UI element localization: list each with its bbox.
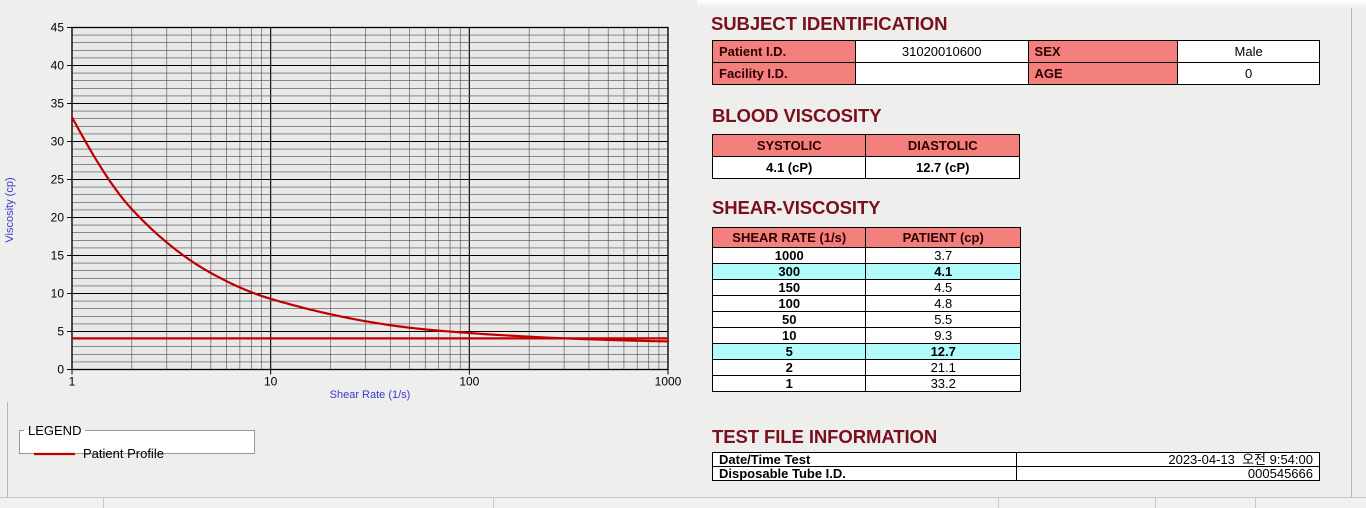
- svg-text:100: 100: [459, 375, 479, 389]
- svg-text:20: 20: [51, 211, 65, 225]
- svg-text:40: 40: [51, 59, 65, 73]
- svg-text:10: 10: [264, 375, 278, 389]
- svg-text:25: 25: [51, 173, 65, 187]
- svg-text:10: 10: [51, 287, 65, 301]
- svg-text:Patient Profile: Patient Profile: [83, 446, 164, 461]
- svg-text:0: 0: [57, 363, 64, 377]
- svg-text:35: 35: [51, 97, 65, 111]
- svg-text:15: 15: [51, 249, 65, 263]
- svg-text:Shear Rate (1/s): Shear Rate (1/s): [330, 389, 411, 401]
- svg-text:1: 1: [69, 375, 76, 389]
- svg-text:Viscosity (cp): Viscosity (cp): [4, 177, 16, 242]
- svg-text:1000: 1000: [655, 375, 682, 389]
- svg-text:45: 45: [51, 21, 65, 35]
- svg-text:30: 30: [51, 135, 65, 149]
- svg-text:5: 5: [57, 325, 64, 339]
